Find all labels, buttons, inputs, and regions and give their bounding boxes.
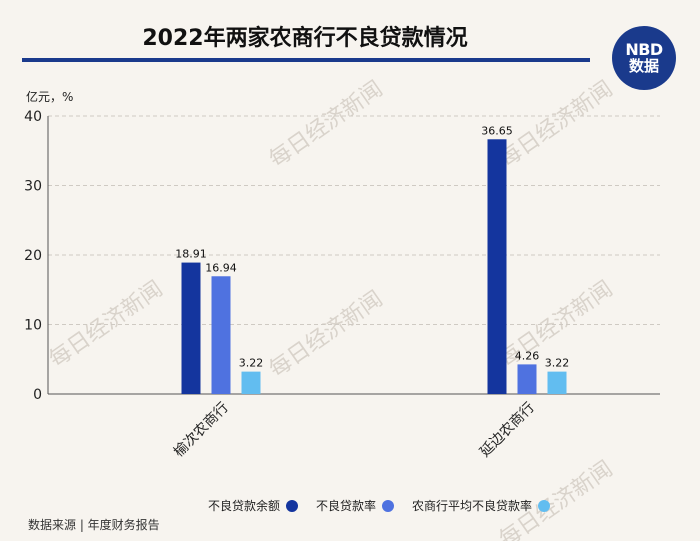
bar [487,139,507,394]
watermark-text: 每日经济新闻 [265,77,387,173]
legend-item: 不良贷款余额 [208,497,298,514]
legend-swatch [381,499,394,512]
data-source: 数据来源 | 年度财务报告 [28,518,160,532]
bar-value-label: 18.91 [175,248,207,261]
grid-lines [48,115,660,395]
legend-item: 农商行平均不良贷款率 [412,497,550,514]
logo-text-bottom: 数据 [628,56,659,75]
x-tick-label: 延边农商行 [477,400,538,461]
legend-item: 不良贷款率 [316,497,394,514]
y-tick-label: 0 [33,387,42,403]
y-tick-label: 10 [24,318,42,334]
bar-value-label: 3.22 [545,357,570,370]
bar-value-label: 16.94 [205,261,237,274]
chart-title: 2022年两家农商行不良贷款情况 [142,26,468,51]
y-tick-label: 20 [24,248,42,264]
legend: 不良贷款余额 不良贷款率 农商行平均不良贷款率 [200,497,550,514]
bar [181,262,201,394]
bar [241,371,261,394]
bar-value-label: 36.65 [481,124,513,137]
bar [547,371,567,394]
bar [517,364,537,394]
logo-text-top: NBD [625,39,663,59]
x-axis-labels: 榆次农商行 延边农商行 [171,400,538,461]
x-tick-label: 榆次农商行 [171,400,232,461]
y-axis: 0 10 20 30 40 [24,109,49,403]
y-axis-unit: 亿元，% [26,89,73,104]
legend-swatch [538,499,550,512]
legend-label: 不良贷款余额 [207,499,280,513]
bar-value-label: 4.26 [515,349,540,362]
legend-label: 农商行平均不良贷款率 [411,499,532,513]
watermark-text: 每日经济新闻 [495,77,617,173]
watermark-text: 每日经济新闻 [265,287,387,383]
legend-label: 不良贷款率 [315,499,376,513]
bar-value-label: 3.22 [239,357,264,370]
y-tick-label: 30 [24,179,42,195]
bar [211,276,231,394]
nbd-logo: NBD 数据 [612,26,676,90]
y-tick-label: 40 [24,109,42,125]
legend-swatch [285,499,298,512]
title-underline [22,58,590,62]
